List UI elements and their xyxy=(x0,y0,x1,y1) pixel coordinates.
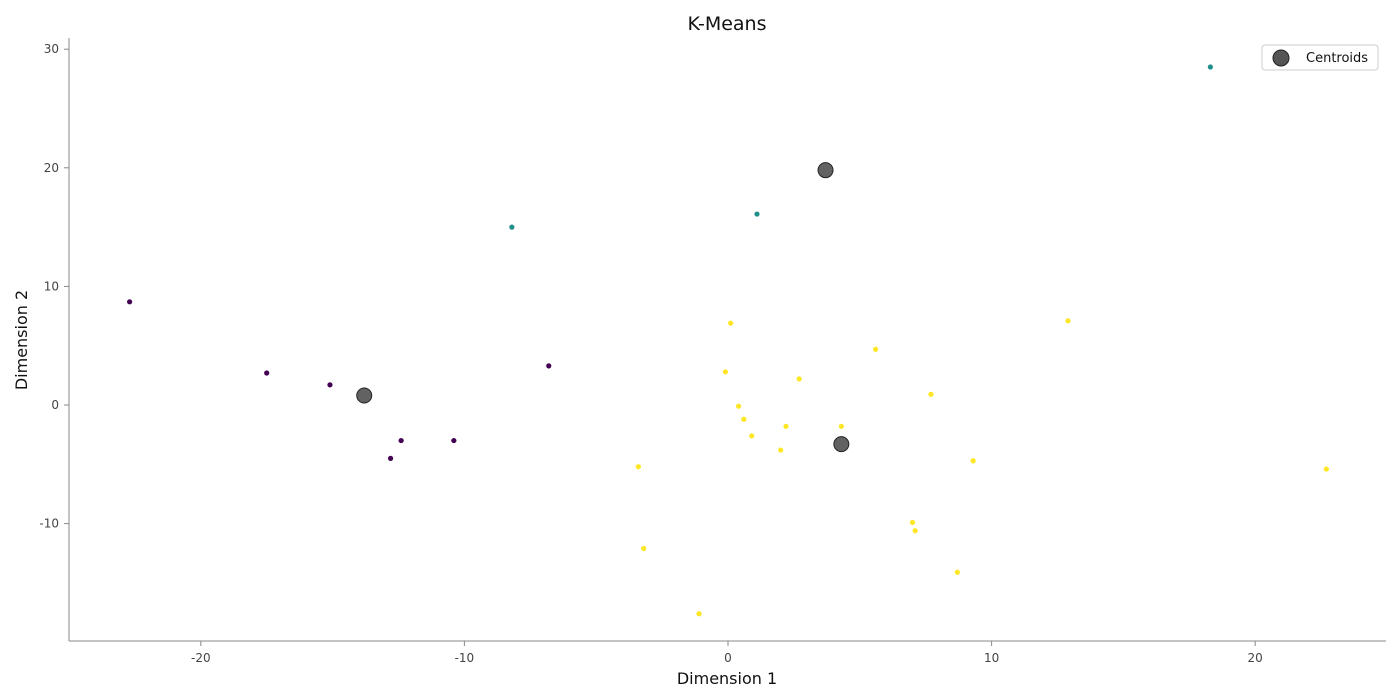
y-tick-label: 30 xyxy=(44,42,59,56)
data-point-cluster-2 xyxy=(912,528,918,534)
legend: Centroids xyxy=(1261,44,1379,71)
data-point-cluster-2 xyxy=(873,346,879,352)
data-point-cluster-1 xyxy=(754,211,760,217)
data-point-cluster-2 xyxy=(778,447,784,453)
data-point-cluster-2 xyxy=(1323,466,1329,472)
chart-title: K-Means xyxy=(688,13,767,35)
data-point-cluster-0 xyxy=(127,299,133,305)
data-point-cluster-2 xyxy=(722,369,728,375)
data-point-cluster-2 xyxy=(838,423,844,429)
data-point-cluster-2 xyxy=(641,545,647,552)
y-axis-title: Dimension 2 xyxy=(12,290,31,390)
x-axis-title: Dimension 1 xyxy=(677,669,777,688)
legend-box xyxy=(1261,44,1379,71)
centroid-marker xyxy=(817,162,834,179)
y-tick-label: 10 xyxy=(44,279,59,293)
data-point-cluster-2 xyxy=(1065,318,1071,324)
data-point-cluster-2 xyxy=(749,433,755,439)
data-point-cluster-0 xyxy=(327,382,333,388)
centroid-marker xyxy=(833,436,850,453)
y-tick-label: 0 xyxy=(51,398,59,412)
data-point-cluster-2 xyxy=(783,423,789,429)
data-point-cluster-2 xyxy=(954,569,960,575)
data-point-cluster-0 xyxy=(398,437,404,444)
centroids-layer xyxy=(356,162,850,453)
x-tick-label: 0 xyxy=(724,651,732,665)
x-tick-label: 10 xyxy=(984,651,999,665)
data-point-cluster-2 xyxy=(741,416,747,422)
ticks-layer: -20 -10 0 10 20 -10 0 10 20 30 xyxy=(39,42,1262,665)
centroid-marker xyxy=(356,387,373,404)
data-point-cluster-0 xyxy=(546,363,552,369)
data-point-cluster-2 xyxy=(735,403,742,409)
data-point-cluster-0 xyxy=(264,370,270,376)
x-tick-label: 20 xyxy=(1248,651,1263,665)
points-layer xyxy=(127,64,1329,617)
legend-centroid-marker xyxy=(1272,49,1290,67)
data-point-cluster-1 xyxy=(1207,64,1213,70)
legend-centroids-label: Centroids xyxy=(1306,51,1368,66)
data-point-cluster-0 xyxy=(387,455,394,461)
data-point-cluster-1 xyxy=(509,224,515,230)
data-point-cluster-2 xyxy=(909,519,916,526)
data-point-cluster-2 xyxy=(696,611,702,617)
data-point-cluster-2 xyxy=(970,458,976,464)
data-point-cluster-2 xyxy=(635,464,641,470)
y-tick-label: 20 xyxy=(44,161,59,175)
data-point-cluster-2 xyxy=(728,320,734,326)
data-point-cluster-0 xyxy=(451,437,457,444)
data-point-cluster-2 xyxy=(928,391,934,397)
y-tick-label: -10 xyxy=(39,517,59,531)
data-point-cluster-2 xyxy=(796,376,802,382)
x-tick-label: -10 xyxy=(455,651,475,665)
x-tick-label: -20 xyxy=(191,651,211,665)
